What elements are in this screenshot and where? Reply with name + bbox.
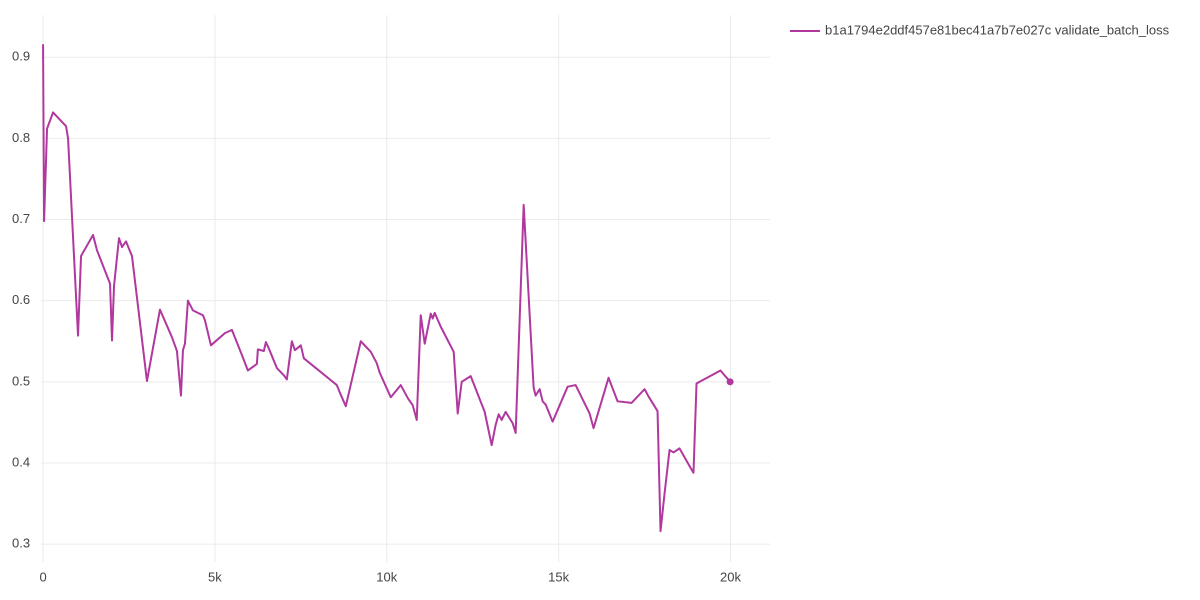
- x-tick-label: 10k: [376, 569, 397, 584]
- y-tick-label: 0.3: [12, 536, 30, 551]
- y-tick-label: 0.9: [12, 49, 30, 64]
- y-tick-label: 0.5: [12, 373, 30, 388]
- y-tick-label: 0.6: [12, 292, 30, 307]
- legend-label: b1a1794e2ddf457e81bec41a7b7e027c validat…: [825, 22, 1170, 37]
- x-tick-label: 20k: [720, 569, 741, 584]
- data-line: [42, 44, 731, 533]
- x-tick-label: 0: [39, 569, 46, 584]
- y-tick-label: 0.7: [12, 211, 30, 226]
- y-tick-label: 0.8: [12, 130, 30, 145]
- x-tick-label: 15k: [548, 569, 569, 584]
- last-point: [726, 378, 734, 386]
- x-tick-label: 5k: [208, 569, 222, 584]
- y-tick-label: 0.4: [12, 454, 30, 469]
